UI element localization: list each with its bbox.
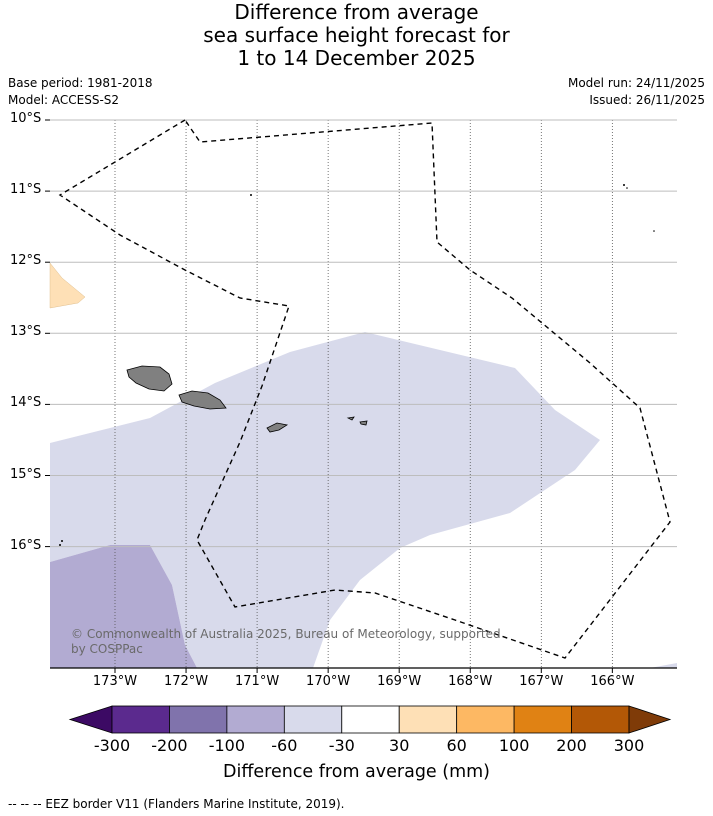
latitude-label: 14°S [10, 395, 42, 411]
colorbar-tick-label: -100 [208, 736, 246, 755]
sea-surface-height-map [45, 119, 677, 734]
chart-title-line-1: Difference from average [234, 0, 479, 24]
colorbar-tick-label: 30 [389, 736, 410, 755]
anomaly-region-positive [49, 262, 86, 309]
latitude-tick-marks [45, 119, 50, 548]
latitude-label: 15°S [10, 466, 42, 482]
latitude-label: 13°S [10, 324, 42, 340]
latitude-label: 11°S [10, 182, 42, 198]
colorbar-segment [513, 705, 572, 734]
ofu-island [346, 416, 355, 421]
tau-island [359, 420, 368, 426]
longitude-label: 168°W [448, 674, 493, 689]
islet-marker [626, 187, 628, 189]
colorbar-extend-low [68, 705, 113, 734]
chart-title-line-3: 1 to 14 December 2025 [237, 46, 476, 70]
colorbar-segment [111, 705, 170, 734]
upolu-island [178, 390, 227, 410]
colorbar [68, 705, 672, 734]
anomaly-region-light [50, 332, 600, 668]
tutuila-island [266, 422, 289, 433]
longitude-label: 166°W [590, 674, 635, 689]
base-period-label: Base period: 1981-2018 [8, 76, 153, 90]
islet-marker [623, 184, 625, 186]
islet-marker [250, 194, 252, 196]
colorbar-segment [398, 705, 458, 734]
colorbar-segment [169, 705, 228, 734]
longitude-label: 170°W [306, 674, 351, 689]
savaii-island [126, 365, 173, 392]
colorbar-tick-label: 300 [613, 736, 645, 755]
colorbar-tick-label: -60 [271, 736, 298, 755]
colorbar-segment [341, 705, 400, 734]
latitude-label: 16°S [10, 537, 42, 553]
chart-title-line-2: sea surface height forecast for [203, 23, 510, 47]
colorbar-title: Difference from average (mm) [222, 762, 491, 782]
longitude-label: 169°W [377, 674, 422, 689]
model-label: Model: ACCESS-S2 [8, 93, 120, 107]
latitude-label: 12°S [10, 253, 42, 269]
islet-marker [61, 540, 63, 542]
islet-marker [59, 544, 61, 546]
colorbar-segment [283, 705, 343, 734]
colorbar-tick-label: 100 [498, 736, 530, 755]
longitude-label: 167°W [519, 674, 564, 689]
eez-border-samoa [58, 119, 671, 659]
colorbar-tick-label: 200 [556, 736, 587, 755]
colorbar-extend-high [628, 705, 672, 734]
issued-label: Issued: 26/11/2025 [589, 93, 705, 107]
colorbar-segment [226, 705, 285, 734]
anomaly-region-edge [650, 663, 677, 668]
latitude-label: 10°S [10, 111, 42, 126]
longitude-label: 171°W [235, 674, 280, 689]
colorbar-tick-label: 60 [446, 736, 467, 755]
colorbar-tick-label: -300 [93, 736, 131, 755]
longitude-label: 172°W [163, 674, 209, 689]
longitude-tick-marks [114, 668, 613, 673]
colorbar-tick-label: -30 [328, 736, 355, 755]
islet-marker [653, 230, 655, 232]
copyright-notice: © Commonwealth of Australia 2025, Bureau… [71, 627, 501, 656]
colorbar-segment [456, 705, 515, 734]
anomaly-region-medium [50, 545, 197, 668]
longitude-label: 173°W [92, 674, 138, 689]
model-run-label: Model run: 24/11/2025 [567, 76, 705, 90]
eez-border-legend: -- -- -- EEZ border V11 (Flanders Marine… [8, 797, 345, 811]
colorbar-segment [571, 705, 630, 734]
colorbar-tick-label: -200 [151, 736, 188, 755]
